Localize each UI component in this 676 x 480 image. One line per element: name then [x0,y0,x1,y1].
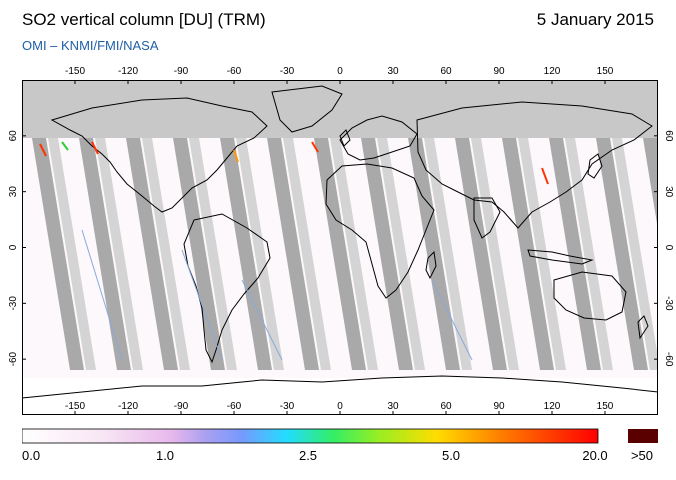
madagascar-outline [425,250,437,280]
colorbar-gradient [22,428,599,444]
colorbar-label: 2.5 [298,448,318,463]
greenland-outline [271,85,343,133]
orbit-edge-stripe [283,138,331,370]
lat-label-right: 0 [663,245,674,251]
map-ticks: -150 -150 -120 -120 -90 -90 -60 -60 -30 -30 0 0 30 30… [8,66,674,415]
lon-label-top: 0 [337,66,343,77]
japan-outline [587,153,603,179]
lat-label-right: 30 [663,186,674,198]
orbit-gap-stripe [643,138,658,230]
orbit-edge-stripe [236,138,284,370]
lon-label-bottom: 30 [387,401,399,412]
orbit-edge-stripe [612,138,658,370]
orbit-gap-stripe [455,138,507,370]
africa-outline [325,163,435,299]
so2-hotspot [91,141,99,155]
colorbar-label: 20.0 [582,448,608,463]
lat-label-left: 0 [8,244,19,250]
lon-label-bottom: 120 [544,401,561,412]
orbit-edge-stripe [95,138,143,370]
north-america-outline [50,97,268,213]
lat-label-left: 60 [8,130,19,142]
lon-label-bottom: -150 [65,401,85,412]
colorbar [22,428,658,444]
orbit-edge-stripe [142,138,190,370]
so2-map: -150 -150 -120 -120 -90 -90 -60 -60 -30 -30 0 0 30 30… [8,66,674,415]
orbit-gap-stripe [361,138,413,370]
orbit-edge-swaths [48,138,676,370]
india-outline [473,197,501,239]
orbit-gap-stripe [173,138,225,370]
lon-label-bottom: -120 [118,401,138,412]
orbit-gap-stripe [267,138,319,370]
orbit-gap-stripe [314,138,366,370]
orbit-edge-stripe [424,138,472,370]
orbit-edge-stripe [659,138,676,370]
so2-hotspots [39,141,549,185]
so2-hotspot [233,149,239,163]
map-date: 5 January 2015 [536,10,654,29]
orbit-edge-stripe [330,138,378,370]
lon-label-top: 150 [597,66,614,77]
lon-label-bottom: -30 [280,401,295,412]
australia-outline [553,271,627,321]
so2-hotspot [39,143,47,157]
lat-label-left: -60 [8,352,19,367]
south-america-outline [183,213,271,364]
lon-label-top: -60 [227,66,242,77]
so2-hotspot [61,141,69,151]
orbit-edge-stripe [518,138,566,370]
lon-label-bottom: 90 [493,401,505,412]
orbit-gap-stripe [502,138,554,370]
colorbar-overflow-swatch [628,429,658,443]
lon-label-top: 60 [440,66,452,77]
orbit-edge-stripe [377,138,425,370]
asia-outline [416,101,653,229]
lon-label-top: -30 [280,66,295,77]
lat-label-right: -60 [663,352,674,367]
orbit-edge-stripe [48,138,96,370]
coastlines [22,85,658,399]
lon-label-top: 120 [544,66,561,77]
lon-label-bottom: -60 [227,401,242,412]
orbit-gap-stripe [549,138,601,370]
polar-night-no-data [22,80,658,138]
orbit-edge-lines [81,229,473,361]
lat-label-left: -30 [8,296,19,311]
lon-label-bottom: 150 [597,401,614,412]
lon-label-bottom: 0 [337,401,343,412]
so2-hotspot [541,167,549,185]
orbit-edge-stripe [189,138,237,370]
orbit-gap-stripe [596,138,648,370]
colorbar-label: 1.0 [155,448,175,463]
data-source: OMI – KNMI/FMI/NASA [22,38,159,53]
lon-label-bottom: -90 [174,401,189,412]
so2-hotspot [311,141,319,153]
orbit-gap-stripe [220,138,272,370]
colorbar-overflow-label: >50 [630,448,654,463]
colorbar-label: 5.0 [441,448,461,463]
map-title: SO2 vertical column [DU] (TRM) [22,10,266,29]
indonesia-outline [527,249,594,265]
colorbar-label: 0.0 [22,448,41,463]
lon-label-top: 90 [493,66,505,77]
lat-label-left: 30 [8,186,19,198]
new-zealand-outline [637,315,649,340]
antarctica-outline [22,375,658,399]
orbit-gap-swaths [32,138,658,370]
orbit-edge-stripe [565,138,613,370]
lat-label-right: -30 [663,296,674,311]
orbit-edge-stripe [471,138,519,370]
lon-label-bottom: 60 [440,401,452,412]
orbit-gap-stripe [126,138,178,370]
lon-label-top: -120 [118,66,138,77]
orbit-gap-stripe [79,138,131,370]
lon-label-top: -90 [174,66,189,77]
orbit-gap-stripe [32,138,84,370]
europe-outline [339,115,418,161]
uk-outline [339,129,351,147]
lon-label-top: -150 [65,66,85,77]
lat-label-right: 60 [663,130,674,142]
lon-label-top: 30 [387,66,399,77]
